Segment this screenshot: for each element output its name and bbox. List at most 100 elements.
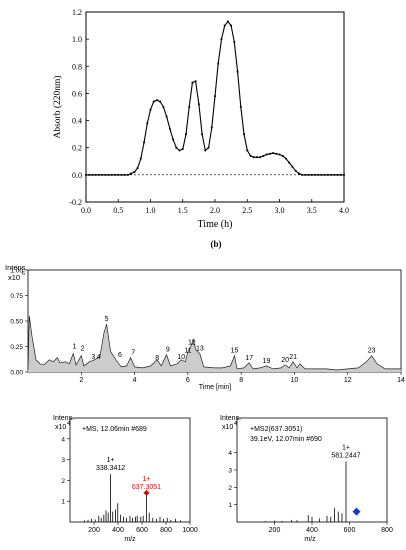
middle-peak-label: 15 [231,348,239,355]
br-y-tick-label: 4 [228,450,232,457]
top-data-point [336,173,339,176]
bl-x-tick-label: 600 [136,527,148,534]
middle-x-tick-label: 2 [79,377,83,384]
bl-spectrum [84,474,181,522]
top-x-ticks: 0.0 0.5 1.0 1.5 2.0 2.5 3.0 3.5 4.0 [81,199,349,215]
top-data-point [146,122,149,125]
top-data-point [278,153,281,156]
middle-peak-label: 6 [118,352,122,359]
middle-y-tick-label: 0.75 [10,293,23,300]
top-data-point [152,100,155,103]
top-data-point [98,173,100,176]
middle-peak-label: 4 [97,354,101,361]
br-x-ticks: 200 400 600 800 [269,522,393,534]
middle-peak-label: 7 [131,350,135,357]
top-y-tick-label: 0.2 [72,144,82,153]
top-data-point [175,146,178,149]
top-data-point [114,173,116,176]
top-data-point [133,171,136,174]
bl-y-unit: x10 [55,424,66,431]
middle-x-tick-label: 12 [344,377,352,384]
br-x-tick-label: 800 [381,527,393,534]
br-y-tick-label: 2 [228,485,232,492]
middle-peak-label: 1 [73,344,77,351]
top-data-point [214,95,216,98]
top-data-point [314,173,316,176]
top-data-point [246,149,249,152]
bl-annotation-mz: 338.3412 [96,465,125,472]
br-precursor-marker [352,507,361,516]
top-series-markers [85,20,345,176]
top-data-point [149,108,152,111]
top-data-point [188,106,191,108]
middle-plot-frame [27,269,402,373]
top-data-point [259,156,262,159]
top-data-point [168,127,171,130]
top-data-point [323,173,326,176]
bl-x-tick-label: 200 [88,527,100,534]
top-data-point [343,173,345,176]
top-data-point [217,62,220,65]
bl-title: +MS, 12.06min #689 [82,426,147,433]
br-x-axis-label: m/z [304,536,316,543]
top-data-point [288,161,291,164]
top-x-tick-label: 4.0 [339,206,349,215]
middle-peak-label: 23 [368,348,376,355]
top-y-tick-label: 0.0 [72,171,82,180]
bl-annotation-charge: 1+ [107,457,115,464]
top-data-point [307,173,310,176]
top-y-axis-label: Absorb (220nm) [52,75,63,138]
br-subtitle: 39.1eV, 12.07min #690 [250,436,322,443]
bl-annotation-mz: 637.3051 [132,484,161,491]
top-data-point [165,115,168,118]
bl-y-tick-label: 3 [61,457,65,464]
top-data-point [204,149,207,152]
br-x-tick-label: 400 [306,527,318,534]
br-y-tick-label: 3 [228,468,232,475]
top-data-point [207,146,210,149]
top-data-point [233,40,236,43]
bl-y-tick-label: 4 [61,436,65,443]
middle-peak-label: 3 [91,354,95,361]
top-data-point [265,153,268,156]
top-data-point [197,103,200,106]
top-data-point [320,173,323,176]
top-data-point [104,173,107,176]
top-data-point [236,70,239,73]
top-data-point [210,126,213,129]
top-data-point [110,173,113,176]
top-y-tick-label: 0.6 [72,89,82,98]
top-data-point [268,152,271,155]
middle-x-axis-label: Time [min] [199,384,231,391]
top-data-point [185,133,187,136]
top-x-tick-label: 2.5 [242,206,252,215]
br-y-label: Intens. [220,415,241,422]
top-x-tick-label: 0.5 [113,206,123,215]
middle-x-ticks: 2 4 6 8 10 12 14 [79,372,405,384]
top-data-point [239,106,242,108]
top-data-point [285,157,287,160]
top-data-point [201,133,203,136]
top-data-point [178,149,181,152]
middle-peak-label: 2 [81,346,85,353]
bl-y-ticks: 1 2 3 4 [61,436,70,506]
top-data-point [107,173,110,176]
br-y-exponent: 4 [234,421,237,427]
middle-peak-label: 9 [166,347,170,354]
top-y-tick-label: 0.4 [72,117,82,126]
middle-y-tick-label: 0.50 [10,319,23,326]
top-y-ticks: -0.2 0.0 0.2 0.4 0.6 0.8 1.0 1.2 [69,8,89,207]
top-data-point [297,172,300,175]
bl-x-ticks: 200 400 600 800 1000 [88,522,198,534]
top-data-point [162,106,165,108]
middle-peak-label: 5 [105,316,109,323]
top-data-point [243,133,245,136]
top-data-point [310,173,313,176]
bottom-right-chart: Intens. x10 4 1 2 3 4 200 400 600 800 1+581.24… [220,415,393,543]
br-spectrum [264,461,347,522]
middle-x-tick-label: 6 [186,377,190,384]
br-annotation-mz: 581.2447 [331,452,360,459]
br-plot-frame [236,417,388,523]
